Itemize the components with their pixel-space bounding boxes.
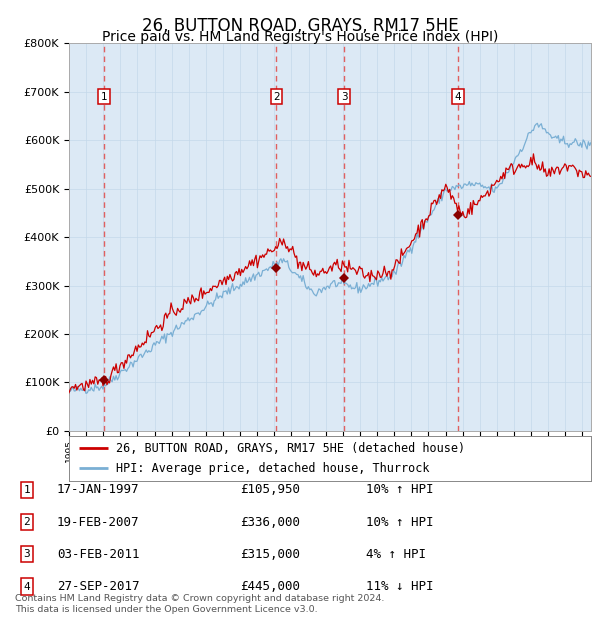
Text: 11% ↓ HPI: 11% ↓ HPI xyxy=(366,580,433,593)
Text: £315,000: £315,000 xyxy=(240,548,300,560)
Text: £445,000: £445,000 xyxy=(240,580,300,593)
Text: 26, BUTTON ROAD, GRAYS, RM17 5HE (detached house): 26, BUTTON ROAD, GRAYS, RM17 5HE (detach… xyxy=(116,442,465,455)
Text: 17-JAN-1997: 17-JAN-1997 xyxy=(57,484,139,496)
Text: 03-FEB-2011: 03-FEB-2011 xyxy=(57,548,139,560)
Text: HPI: Average price, detached house, Thurrock: HPI: Average price, detached house, Thur… xyxy=(116,461,430,474)
Text: 26, BUTTON ROAD, GRAYS, RM17 5HE: 26, BUTTON ROAD, GRAYS, RM17 5HE xyxy=(142,17,458,35)
Text: 3: 3 xyxy=(341,92,347,102)
Text: 19-FEB-2007: 19-FEB-2007 xyxy=(57,516,139,528)
Text: 4: 4 xyxy=(455,92,461,102)
Text: 2: 2 xyxy=(23,517,31,527)
Text: 10% ↑ HPI: 10% ↑ HPI xyxy=(366,484,433,496)
Text: £336,000: £336,000 xyxy=(240,516,300,528)
Text: 1: 1 xyxy=(101,92,107,102)
Text: 4% ↑ HPI: 4% ↑ HPI xyxy=(366,548,426,560)
Text: 27-SEP-2017: 27-SEP-2017 xyxy=(57,580,139,593)
Text: Contains HM Land Registry data © Crown copyright and database right 2024.
This d: Contains HM Land Registry data © Crown c… xyxy=(15,595,385,614)
Text: 1: 1 xyxy=(23,485,31,495)
Text: Price paid vs. HM Land Registry's House Price Index (HPI): Price paid vs. HM Land Registry's House … xyxy=(102,30,498,44)
Text: 10% ↑ HPI: 10% ↑ HPI xyxy=(366,516,433,528)
Text: 2: 2 xyxy=(273,92,280,102)
Text: £105,950: £105,950 xyxy=(240,484,300,496)
Text: 4: 4 xyxy=(23,582,31,591)
Text: 3: 3 xyxy=(23,549,31,559)
